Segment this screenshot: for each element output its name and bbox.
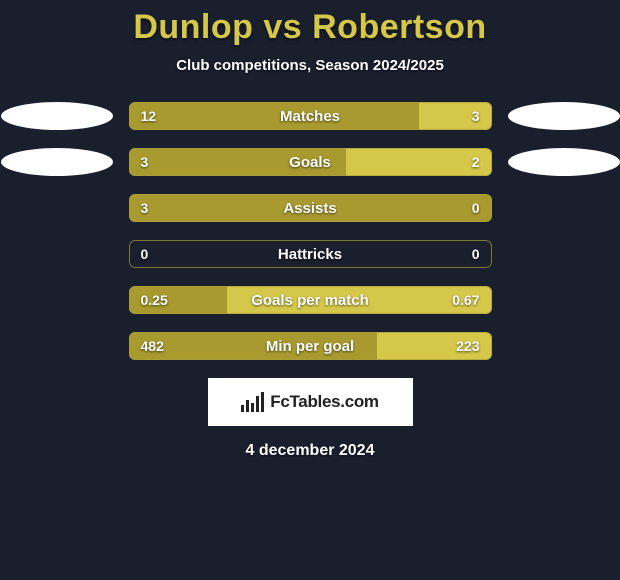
logo-bars-icon: [241, 392, 264, 412]
infographic-container: Dunlop vs Robertson Club competitions, S…: [0, 0, 620, 460]
stat-value-left: 3: [129, 194, 161, 222]
spacer: [508, 286, 620, 314]
stat-value-left: 482: [129, 332, 176, 360]
logo-text: FcTables.com: [270, 392, 379, 412]
stat-bar: 32Goals: [129, 148, 492, 176]
spacer: [508, 194, 620, 222]
logo-bar-icon: [246, 400, 249, 412]
spacer: [1, 240, 113, 268]
stat-row: 30Assists: [0, 194, 620, 222]
player-badge-right: [508, 102, 620, 130]
spacer: [1, 286, 113, 314]
page-title: Dunlop vs Robertson: [0, 8, 620, 47]
stat-value-right: 0: [460, 240, 492, 268]
spacer: [1, 194, 113, 222]
stat-row: 0 0Hattricks: [0, 240, 620, 268]
stat-value-left: 3: [129, 148, 161, 176]
logo-bar-icon: [241, 405, 244, 412]
stat-bar: 0 0Hattricks: [129, 240, 492, 268]
logo-bar-icon: [256, 396, 259, 412]
stat-bar-left-segment: [129, 194, 492, 222]
stats-list: 123Matches32Goals30Assists00Hattricks0.2…: [0, 102, 620, 360]
stat-value-left: 0.25: [129, 286, 180, 314]
bar-border: [129, 240, 492, 268]
subtitle: Club competitions, Season 2024/2025: [0, 57, 620, 74]
stat-label: Hattricks: [129, 240, 492, 268]
player-badge-right: [508, 148, 620, 176]
stat-value-left: 0: [129, 240, 161, 268]
stat-value-right: 0: [460, 194, 492, 222]
stat-value-right: 2: [460, 148, 492, 176]
player-badge-left: [1, 102, 113, 130]
stat-row: 482223Min per goal: [0, 332, 620, 360]
spacer: [508, 240, 620, 268]
player-badge-left: [1, 148, 113, 176]
stat-value-left: 12: [129, 102, 169, 130]
stat-value-right: 223: [444, 332, 491, 360]
logo-bar-icon: [251, 403, 254, 412]
stat-bar-left-segment: [129, 102, 419, 130]
spacer: [508, 332, 620, 360]
stat-row: 123Matches: [0, 102, 620, 130]
stat-value-right: 3: [460, 102, 492, 130]
stat-bar: 123Matches: [129, 102, 492, 130]
fctables-logo: FcTables.com: [208, 378, 413, 426]
logo-bar-icon: [261, 392, 264, 412]
stat-bar-left-segment: [129, 148, 347, 176]
stat-bar: 30Assists: [129, 194, 492, 222]
stat-row: 0.250.67Goals per match: [0, 286, 620, 314]
stat-bar: 482223Min per goal: [129, 332, 492, 360]
date-label: 4 december 2024: [0, 442, 620, 460]
stat-bar: 0.250.67Goals per match: [129, 286, 492, 314]
spacer: [1, 332, 113, 360]
stat-row: 32Goals: [0, 148, 620, 176]
stat-value-right: 0.67: [440, 286, 491, 314]
